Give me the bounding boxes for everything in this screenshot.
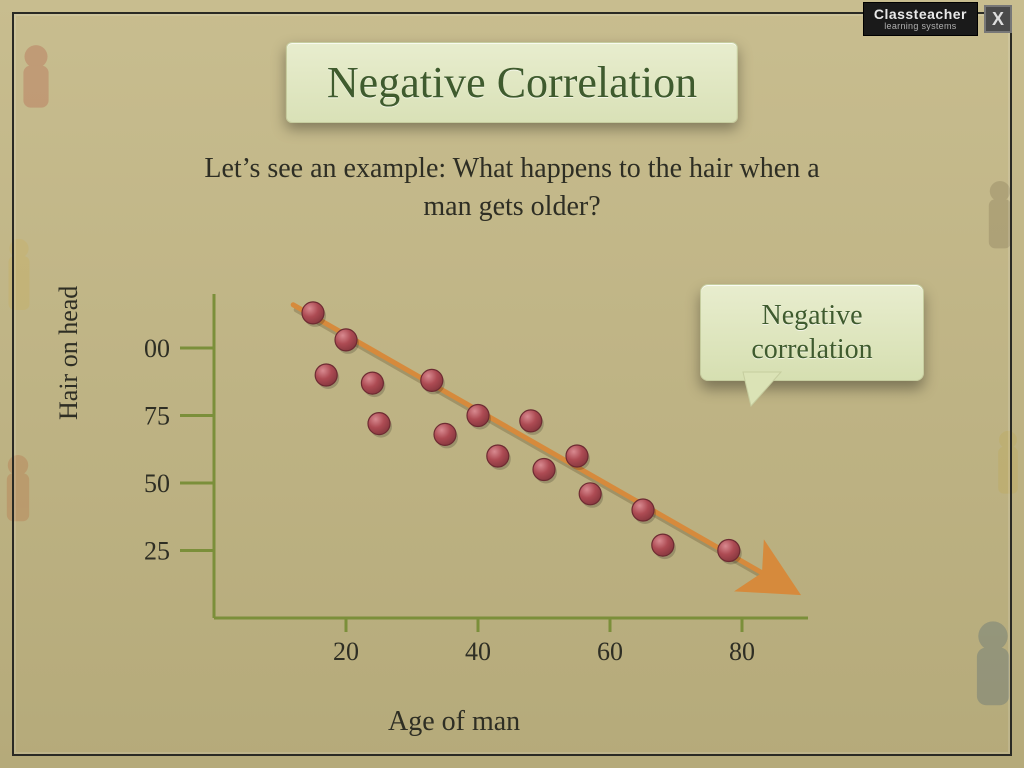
svg-text:80: 80: [729, 637, 755, 666]
svg-text:40: 40: [465, 637, 491, 666]
y-axis-label: Hair on head: [54, 286, 84, 420]
close-icon: X: [992, 9, 1004, 30]
brand-title: Classteacher: [874, 7, 967, 22]
subtitle-line1: Let’s see an example: What happens to th…: [204, 153, 819, 184]
slide-stage: Classteacher learning systems X Negative…: [0, 0, 1024, 768]
scatter-chart: 20 40 60 80 25 50 75 100: [144, 258, 844, 678]
subtitle-line2: man gets older?: [423, 191, 600, 222]
x-axis-label: Age of man: [388, 706, 520, 738]
slide-title: Negative Correlation: [286, 42, 738, 123]
svg-text:75: 75: [144, 402, 170, 431]
svg-text:50: 50: [144, 469, 170, 498]
svg-text:60: 60: [597, 637, 623, 666]
brand-subtitle: learning systems: [874, 22, 967, 31]
slide-subtitle: Let’s see an example: What happens to th…: [72, 150, 952, 226]
brand-box: Classteacher learning systems: [863, 2, 978, 36]
svg-text:100: 100: [144, 334, 170, 363]
close-button[interactable]: X: [984, 5, 1012, 33]
brand-bar: Classteacher learning systems X: [863, 2, 1012, 36]
svg-text:20: 20: [333, 637, 359, 666]
svg-text:25: 25: [144, 537, 170, 566]
